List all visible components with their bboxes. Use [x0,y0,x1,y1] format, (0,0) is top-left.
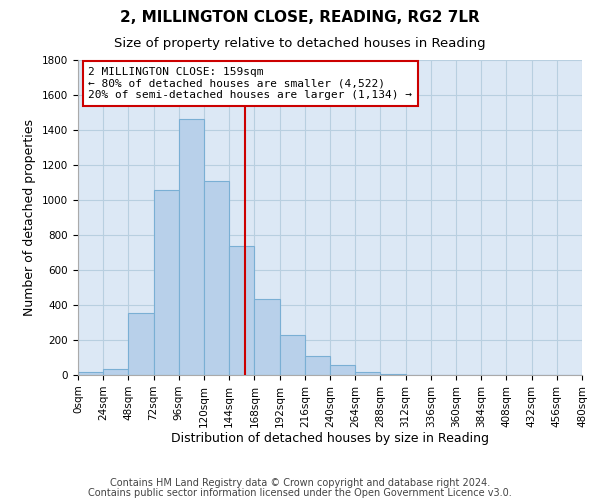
Bar [330,366,355,375]
Bar [128,313,154,375]
Text: Contains public sector information licensed under the Open Government Licence v3: Contains public sector information licen… [88,488,512,498]
Bar [78,372,103,375]
Bar [103,369,128,375]
Bar [254,299,280,375]
Text: Size of property relative to detached houses in Reading: Size of property relative to detached ho… [114,38,486,51]
Bar [280,335,305,375]
Bar [204,180,229,375]
Bar [229,246,254,375]
Bar [154,190,179,375]
Bar [355,372,380,375]
Bar [179,118,204,375]
Bar [305,356,330,375]
Text: 2, MILLINGTON CLOSE, READING, RG2 7LR: 2, MILLINGTON CLOSE, READING, RG2 7LR [120,10,480,25]
Y-axis label: Number of detached properties: Number of detached properties [23,119,37,316]
Text: 2 MILLINGTON CLOSE: 159sqm
← 80% of detached houses are smaller (4,522)
20% of s: 2 MILLINGTON CLOSE: 159sqm ← 80% of deta… [89,67,413,100]
X-axis label: Distribution of detached houses by size in Reading: Distribution of detached houses by size … [171,432,489,446]
Text: Contains HM Land Registry data © Crown copyright and database right 2024.: Contains HM Land Registry data © Crown c… [110,478,490,488]
Bar [380,374,406,375]
